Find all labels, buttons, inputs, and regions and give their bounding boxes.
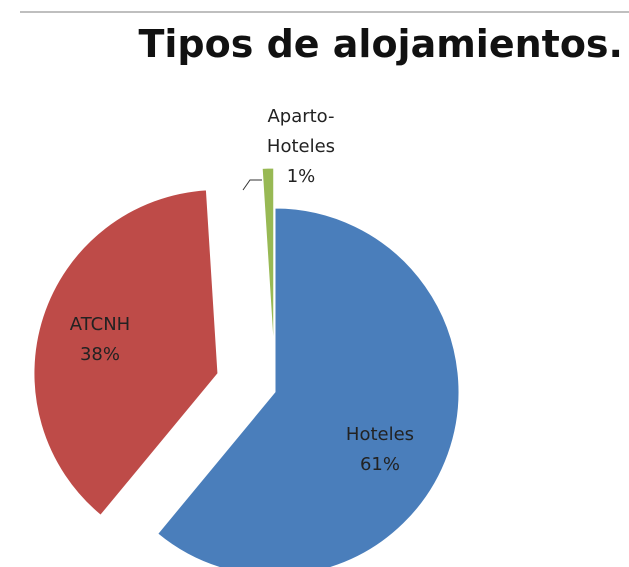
slice-label: Hoteles 61% <box>330 420 430 480</box>
pie-slice <box>33 189 219 516</box>
slice-label: Aparto-Hoteles 1% <box>262 102 340 192</box>
category-label: ATCNH <box>69 314 131 335</box>
slice-label: ATCNH 38% <box>50 310 150 370</box>
pie-slice <box>157 207 460 567</box>
category-label: Aparto-Hoteles <box>266 106 336 157</box>
leader-line <box>242 179 262 191</box>
category-label: Hoteles <box>345 424 415 445</box>
slices <box>33 167 460 567</box>
chart-title: Tipos de alojamientos. <box>138 22 623 66</box>
pie-slice <box>261 167 275 353</box>
value-label: 61% <box>359 454 400 475</box>
value-label: 1% <box>286 166 316 187</box>
value-label: 38% <box>79 344 120 365</box>
